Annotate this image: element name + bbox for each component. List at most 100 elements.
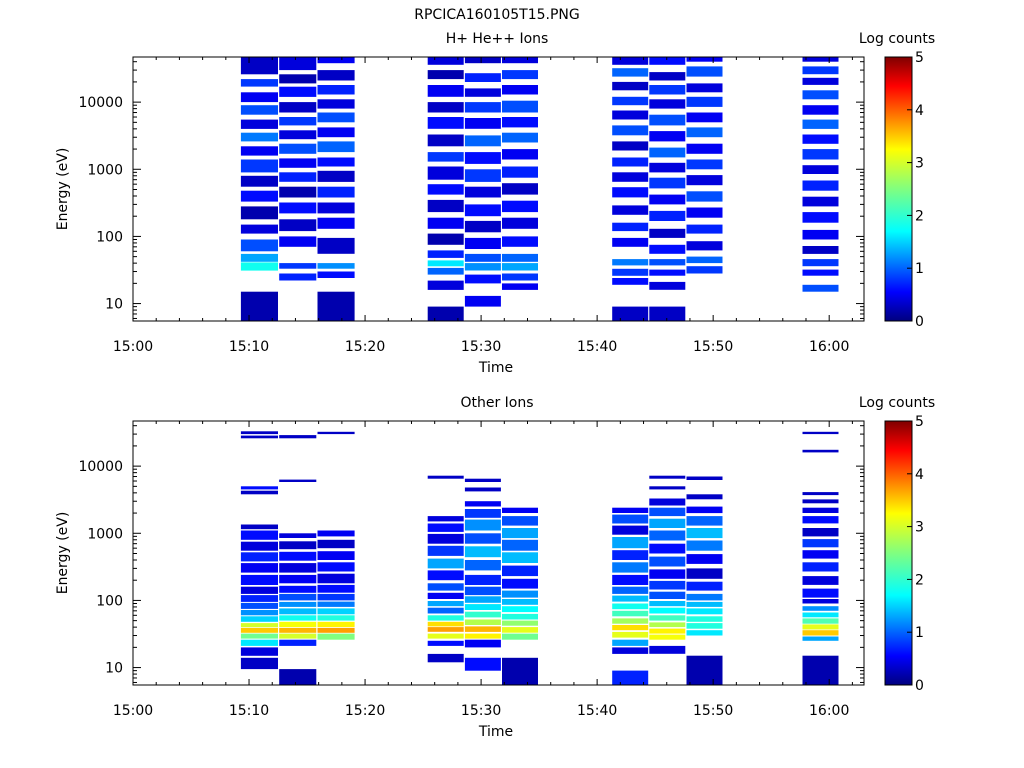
heatmap-cell: [612, 306, 649, 321]
panel-h-he-ions: 15:00 15:10 15:20 15:30 15:40 15:50 16:00 1010…: [55, 31, 935, 376]
heatmap-cell: [279, 186, 317, 198]
y-tick-label: 10: [105, 661, 123, 677]
heatmap-cell: [427, 85, 464, 97]
heatmap-cell: [612, 647, 649, 654]
heatmap-cell: [686, 143, 723, 154]
heatmap-cell: [240, 206, 278, 220]
heatmap-cell: [686, 66, 723, 77]
heatmap-cell: [649, 269, 686, 276]
heatmap-cell: [279, 601, 317, 607]
x-tick-label: 15:30: [461, 703, 501, 719]
heatmap-cell: [686, 608, 723, 615]
heatmap-cell: [612, 141, 649, 151]
heatmap-cell: [240, 524, 278, 530]
heatmap-cell: [612, 550, 649, 560]
heatmap-cell: [686, 112, 723, 123]
heatmap-cell: [649, 607, 686, 614]
heatmap-cell: [649, 580, 686, 590]
heatmap-cell: [240, 623, 278, 628]
heatmap-cell: [240, 563, 278, 573]
heatmap-cell: [802, 599, 839, 604]
heatmap-cell: [502, 85, 538, 95]
heatmap-cell: [279, 202, 317, 214]
colorbar-tick-label: 4: [915, 103, 924, 119]
heatmap-cell: [612, 237, 649, 247]
heatmap-cell: [649, 162, 686, 173]
heatmap-cell: [427, 627, 464, 632]
heatmap-cell: [464, 487, 501, 492]
heatmap-cell: [240, 486, 278, 490]
heatmap-cell: [686, 83, 723, 93]
heatmap-cell: [427, 570, 464, 581]
heatmap-cell: [279, 627, 317, 633]
heatmap-cell: [612, 278, 649, 285]
heatmap-cell: [612, 625, 649, 631]
y-tick-label: 100: [96, 229, 123, 245]
heatmap-cell: [317, 237, 355, 254]
heatmap-cell: [464, 135, 501, 147]
heatmap-cell: [802, 507, 839, 513]
heatmap-cell: [649, 306, 686, 321]
heatmap-cell: [427, 607, 464, 614]
heatmap-cell: [612, 639, 649, 646]
heatmap-cell: [464, 274, 501, 284]
y-tick-label: 10000: [78, 459, 123, 475]
heatmap-cell: [686, 581, 723, 591]
heatmap-cell: [427, 102, 464, 113]
heatmap-cell: [427, 280, 464, 290]
heatmap-cell: [502, 539, 538, 551]
heatmap-cell: [649, 498, 686, 506]
heatmap-cell: [317, 127, 355, 138]
heatmap-cell: [240, 146, 278, 156]
heatmap-cell: [464, 73, 501, 82]
heatmap-cell: [612, 670, 649, 685]
heatmap-cell: [279, 86, 317, 97]
heatmap-cell: [612, 586, 649, 594]
heatmap-cell: [802, 499, 839, 504]
heatmap-cell: [240, 541, 278, 551]
heatmap-cell: [612, 595, 649, 602]
heatmap-cell: [686, 528, 723, 539]
heatmap-cell: [802, 550, 839, 559]
heatmap-cell: [502, 273, 538, 281]
colorbar-tick-label: 3: [915, 156, 924, 172]
heatmap-cell: [240, 595, 278, 602]
heatmap-cell: [612, 514, 649, 524]
heatmap-cell: [279, 541, 317, 550]
heatmap-cell: [317, 615, 355, 621]
heatmap-cell: [427, 70, 464, 80]
colorbar-gradient: [884, 420, 913, 686]
heatmap-cell: [317, 202, 355, 214]
y-axis-ticks: 10 100 1000 10000: [78, 61, 864, 319]
heatmap-cell: [649, 601, 686, 607]
heatmap-cell: [612, 610, 649, 617]
heatmap-cell: [427, 267, 464, 275]
heatmap-cell: [649, 645, 686, 654]
heatmap-cell: [427, 523, 464, 532]
heatmap-cell: [427, 199, 464, 213]
heatmap-cell: [427, 217, 464, 229]
heatmap-cell: [279, 74, 317, 84]
heatmap-cell: [240, 530, 278, 540]
heatmap-cell: [649, 628, 686, 634]
heatmap-cell: [279, 273, 317, 281]
x-tick-label: 15:40: [577, 703, 617, 719]
heatmap-cell: [240, 633, 278, 639]
heatmap-cell: [240, 262, 278, 271]
heatmap-cell: [612, 172, 649, 182]
heatmap-cell: [464, 57, 501, 64]
heatmap-cell: [240, 574, 278, 585]
heatmap-cell: [464, 204, 501, 217]
heatmap-cell: [240, 132, 278, 142]
heatmap-cell: [464, 220, 501, 233]
heatmap-cell: [464, 237, 501, 249]
heatmap-cell: [502, 633, 538, 640]
heatmap-cell: [802, 284, 839, 292]
heatmap-cell: [686, 175, 723, 186]
heatmap-cell: [240, 175, 278, 187]
heatmap-cell: [802, 576, 839, 585]
heatmap-cell: [427, 260, 464, 267]
heatmap-cell: [317, 601, 355, 607]
heatmap-cell: [427, 558, 464, 569]
